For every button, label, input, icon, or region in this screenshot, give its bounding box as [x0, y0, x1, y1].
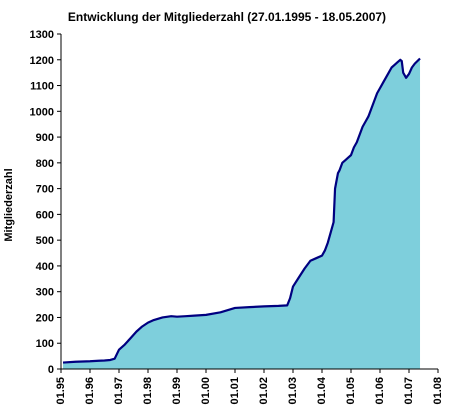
x-tick-label: 01.02 — [258, 377, 270, 405]
y-axis: 0 100 200 300 400 500 600 700 800 900 1000 1100 1200… — [30, 29, 61, 376]
y-axis-label: Mitgliederzahl — [3, 168, 15, 241]
y-tick-label: 600 — [36, 209, 54, 221]
x-tick-label: 01.03 — [287, 377, 299, 405]
x-tick-label: 01.06 — [374, 377, 386, 405]
x-tick-label: 01.04 — [316, 376, 328, 404]
x-axis: 01.95 01.96 01.97 01.98 01.99 01.00 01.01 01.02… — [55, 369, 444, 405]
chart-title: Entwicklung der Mitgliederzahl (27.01.19… — [68, 10, 386, 24]
y-tick-label: 200 — [36, 312, 54, 324]
y-tick-label: 900 — [36, 132, 54, 144]
x-tick-label: 01.99 — [171, 377, 183, 405]
y-tick-label: 700 — [36, 184, 54, 196]
y-tick-label: 1100 — [30, 81, 54, 93]
series-line — [62, 57, 421, 364]
y-tick-label: 0 — [48, 364, 54, 376]
x-tick-label: 01.98 — [142, 377, 154, 405]
x-tick-label: 01.00 — [200, 377, 212, 405]
x-tick-label: 01.96 — [84, 377, 96, 405]
y-tick-label: 1000 — [30, 106, 54, 118]
x-tick-label: 01.97 — [113, 377, 125, 405]
y-tick-label: 800 — [36, 158, 54, 170]
x-tick-label: 01.07 — [403, 377, 415, 405]
x-tick-label: 01.95 — [55, 377, 67, 405]
x-tick-label: 01.05 — [345, 377, 357, 405]
y-tick-label: 400 — [36, 261, 54, 273]
y-tick-label: 1300 — [30, 29, 54, 41]
series-area — [63, 58, 421, 369]
plot-area — [60, 34, 438, 370]
x-tick-label: 01.01 — [229, 377, 241, 405]
y-tick-label: 100 — [36, 338, 54, 350]
y-tick-label: 300 — [36, 287, 54, 299]
x-tick-label: 01.08 — [432, 377, 444, 405]
y-tick-label: 1200 — [30, 55, 54, 67]
y-tick-label: 500 — [36, 235, 54, 247]
